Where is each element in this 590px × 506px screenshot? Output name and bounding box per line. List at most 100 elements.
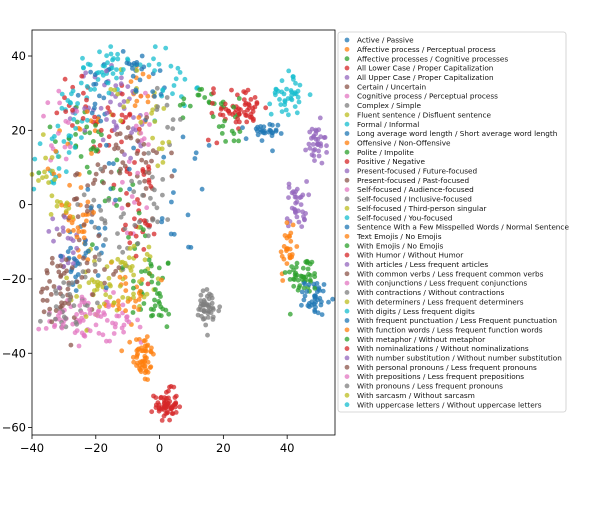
legend-label: With prepositions / Less frequent prepos… (357, 372, 524, 381)
scatter-point (53, 304, 59, 310)
scatter-point (240, 125, 245, 131)
scatter-point (63, 209, 69, 214)
scatter-point (119, 139, 124, 145)
scatter-point (291, 283, 297, 289)
legend-marker (344, 308, 350, 314)
scatter-point (65, 228, 71, 234)
scatter-point (47, 124, 53, 130)
scatter-point (141, 338, 147, 344)
scatter-point (263, 105, 269, 111)
scatter-point (275, 122, 281, 128)
scatter-point (91, 197, 97, 203)
scatter-point (134, 98, 140, 104)
scatter-point (67, 292, 73, 297)
scatter-point (135, 197, 140, 202)
scatter-point (122, 152, 127, 158)
scatter-point (112, 87, 118, 93)
scatter-point (284, 261, 290, 266)
scatter-point (67, 214, 73, 219)
scatter-point (141, 151, 147, 157)
scatter-point (73, 132, 78, 137)
scatter-point (324, 143, 329, 149)
scatter-point (148, 195, 153, 201)
scatter-point (235, 116, 241, 121)
scatter-point (282, 99, 288, 105)
legend-label: Sentence With a Few Misspelled Words / N… (357, 223, 569, 232)
scatter-point (206, 309, 212, 314)
scatter-point (313, 293, 319, 299)
scatter-point (138, 119, 144, 125)
scatter-point (31, 186, 37, 192)
scatter-point (288, 238, 294, 244)
scatter-point (161, 413, 167, 419)
scatter-point (70, 250, 76, 256)
scatter-point (141, 247, 147, 252)
scatter-point (150, 89, 156, 94)
scatter-point (199, 313, 204, 319)
scatter-point (108, 169, 114, 175)
scatter-point (119, 348, 125, 354)
scatter-point (278, 102, 284, 107)
scatter-point (44, 298, 50, 303)
scatter-point (248, 111, 254, 117)
scatter-point (148, 184, 154, 189)
scatter-point (93, 171, 99, 177)
scatter-point (152, 44, 158, 50)
scatter-point (214, 140, 220, 146)
scatter-point (262, 128, 267, 134)
scatter-point (87, 328, 93, 334)
scatter-point (98, 105, 104, 111)
scatter-point (57, 232, 62, 238)
scatter-point (313, 127, 319, 133)
scatter-point (106, 134, 112, 140)
scatter-point (104, 53, 109, 59)
legend-label: Long average word length / Short average… (357, 129, 557, 138)
scatter-point (156, 146, 162, 152)
scatter-point (142, 376, 148, 382)
scatter-point (96, 203, 102, 209)
scatter-point (124, 314, 129, 320)
legend-label: With digits / Less frequent digits (357, 307, 475, 316)
scatter-point (154, 85, 160, 91)
scatter-point (128, 79, 134, 84)
scatter-point (152, 68, 158, 73)
legend-label: Formal / Informal (357, 120, 419, 129)
scatter-point (124, 135, 129, 140)
scatter-point (121, 329, 126, 335)
scatter-point (58, 263, 63, 269)
scatter-point (60, 322, 66, 327)
scatter-point (284, 86, 289, 92)
scatter-point (84, 203, 90, 209)
scatter-point (268, 111, 274, 117)
legend-label: With determiners / Less frequent determi… (357, 297, 524, 306)
scatter-point (49, 255, 55, 261)
scatter-point (132, 160, 137, 165)
scatter-point (76, 343, 82, 349)
scatter-point (286, 181, 292, 187)
scatter-point (114, 75, 119, 81)
scatter-point (146, 74, 152, 80)
scatter-point (131, 285, 136, 291)
scatter-point (89, 151, 94, 156)
scatter-point (44, 285, 50, 291)
scatter-point (152, 119, 158, 124)
scatter-point (170, 117, 176, 123)
scatter-point (105, 105, 111, 111)
scatter-point (87, 62, 93, 68)
legend-marker (344, 75, 350, 80)
scatter-point (49, 136, 55, 142)
scatter-point (103, 68, 109, 74)
scatter-point (316, 153, 322, 159)
scatter-point (87, 170, 92, 175)
scatter-point (302, 281, 308, 287)
scatter-point (74, 108, 80, 114)
scatter-point (222, 101, 228, 107)
scatter-point (159, 277, 164, 283)
scatter-point (303, 147, 308, 153)
scatter-point (319, 299, 324, 305)
scatter-point (133, 253, 139, 259)
scatter-point (124, 191, 129, 196)
scatter-point (139, 269, 144, 274)
scatter-point (156, 265, 162, 271)
scatter-point (72, 145, 78, 150)
